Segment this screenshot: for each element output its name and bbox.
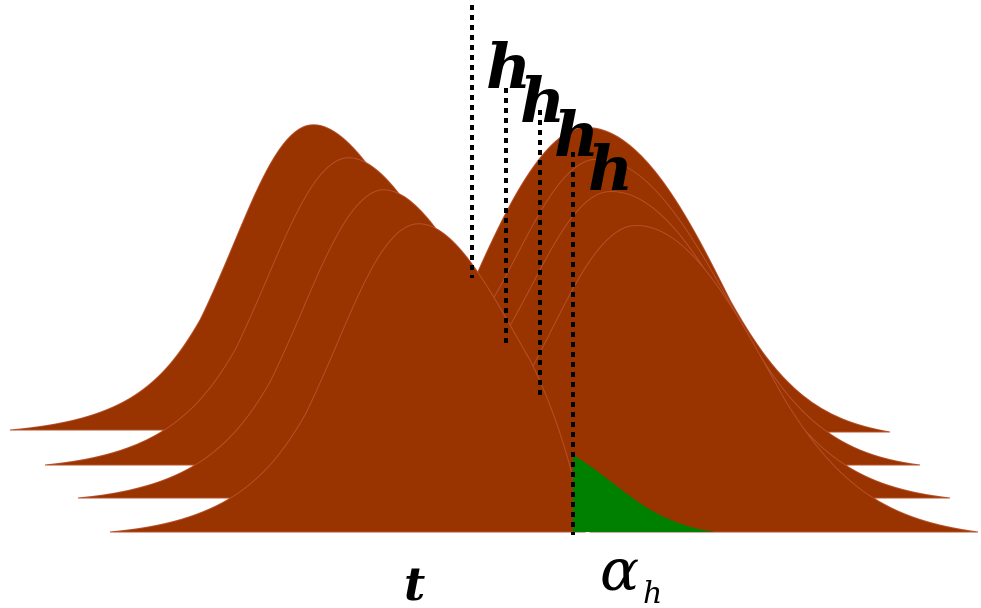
h-label-1: h xyxy=(486,30,531,103)
alpha-subscript: h xyxy=(643,576,662,608)
h-label-2: h xyxy=(520,64,565,137)
alt-distribution-4 xyxy=(519,225,979,533)
t-label: t xyxy=(404,557,425,608)
h-label-3: h xyxy=(554,98,599,171)
h-label-4: h xyxy=(588,132,633,205)
rejection-region xyxy=(573,455,715,532)
null-distribution-4 xyxy=(109,223,586,533)
alpha-label: α xyxy=(600,536,639,604)
